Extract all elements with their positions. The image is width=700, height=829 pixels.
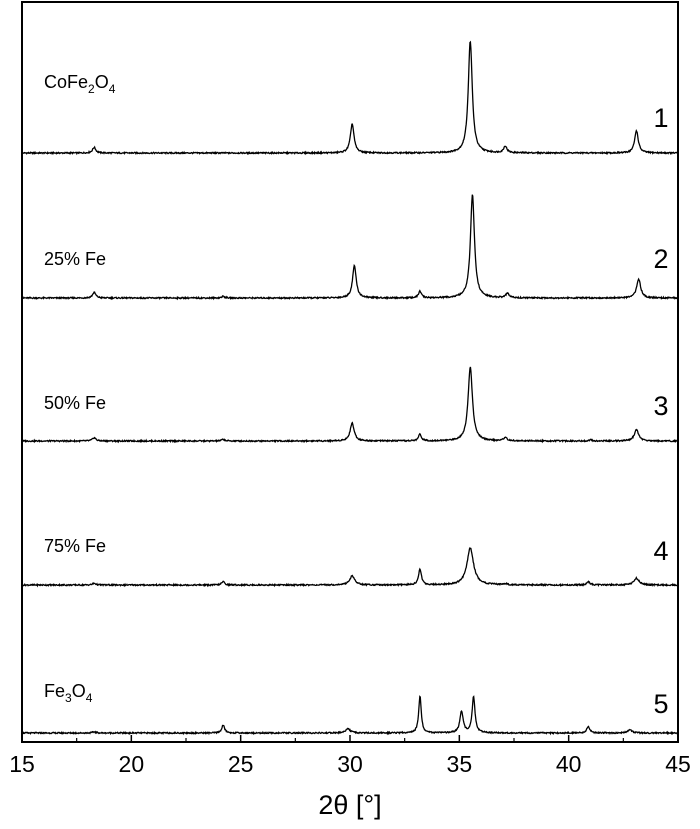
x-tick-label-15: 15	[9, 751, 35, 777]
sample-label-4: 75% Fe	[44, 536, 106, 556]
pattern-line-5	[21, 695, 679, 736]
sample-label-1: CoFe2O4	[44, 72, 116, 96]
plot-frame	[21, 1, 679, 743]
x-tick-label-25: 25	[228, 751, 254, 777]
x-tick-label-20: 20	[119, 751, 145, 777]
sample-label-5: Fe3O4	[44, 681, 93, 705]
pattern-line-1	[21, 40, 679, 156]
sample-label-3: 50% Fe	[44, 393, 106, 413]
x-tick-label-30: 30	[337, 751, 363, 777]
x-tick-label-40: 40	[556, 751, 582, 777]
x-axis-tick-labels: 15 20 25 30 35 40 45	[9, 751, 691, 777]
pattern-line-4	[21, 546, 679, 588]
x-tick-label-45: 45	[665, 751, 691, 777]
x-axis-title: 2θ [°]	[318, 790, 381, 820]
curve-number-1: 1	[653, 103, 668, 133]
curve-numbers: 1 2 3 4 5	[653, 103, 668, 719]
pattern-line-3	[21, 366, 679, 444]
curve-number-2: 2	[653, 244, 668, 274]
curve-number-5: 5	[653, 689, 668, 719]
sample-labels: CoFe2O4 25% Fe 50% Fe 75% Fe Fe3O4	[44, 72, 116, 705]
sample-label-2: 25% Fe	[44, 249, 106, 269]
x-axis-ticks	[21, 735, 679, 742]
pattern-curves	[21, 40, 679, 736]
curve-number-3: 3	[653, 391, 668, 421]
curve-number-4: 4	[653, 536, 668, 566]
x-tick-label-35: 35	[447, 751, 473, 777]
pattern-line-2	[21, 194, 679, 301]
